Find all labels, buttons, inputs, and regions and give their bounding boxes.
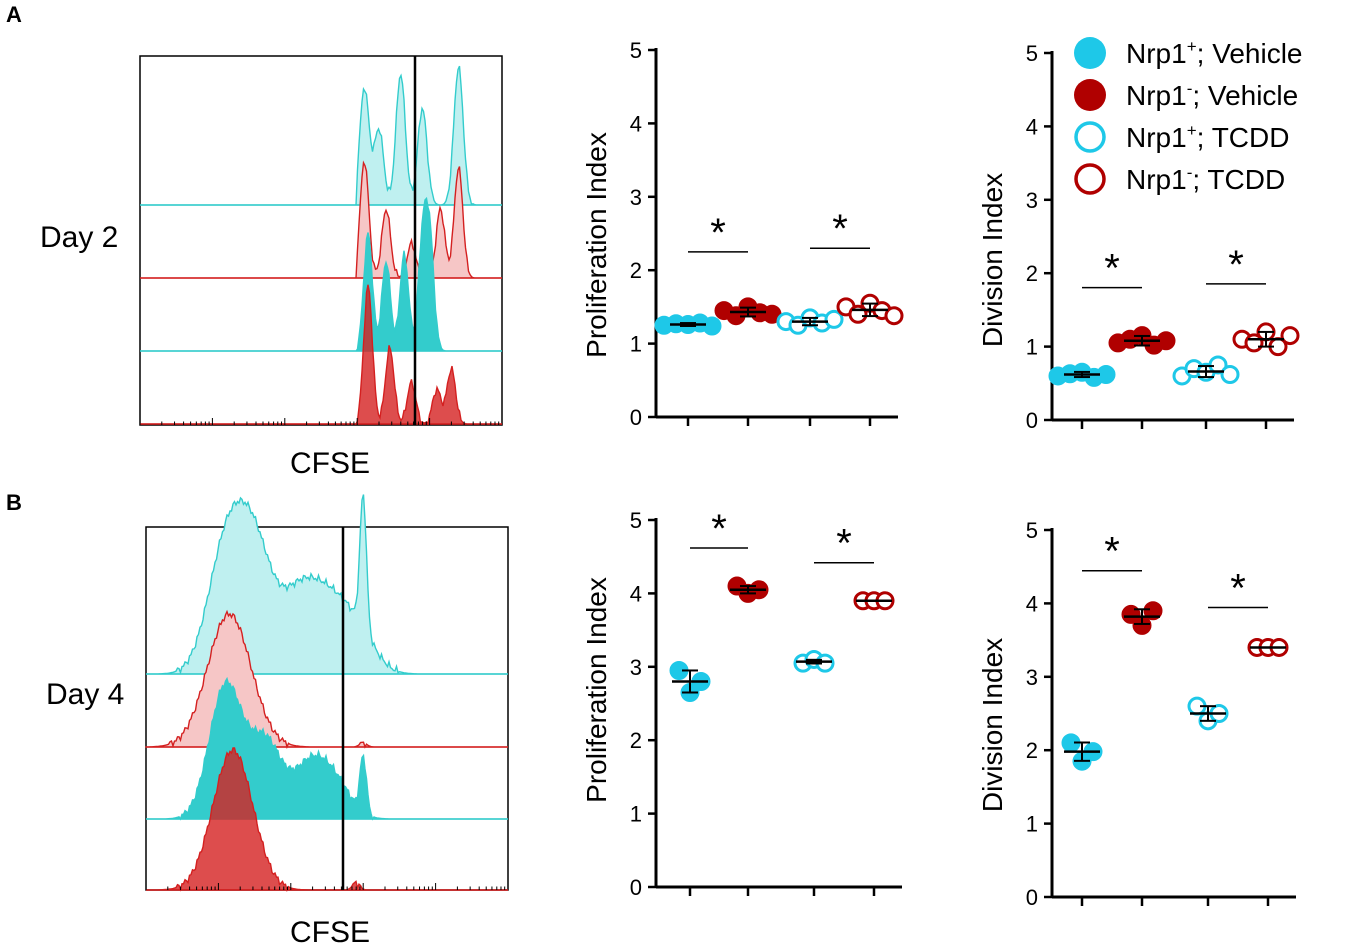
proliferation-index-chart-a: 0 1 2 3 4 5 Proliferation Index * * [581,38,904,430]
y-tick-label: 2 [1026,738,1038,763]
division-index-chart-b: 0 1 2 3 4 5 Division Index * * [977,518,1296,910]
significance-star: * [710,211,726,255]
histogram-x-label: CFSE [290,916,370,948]
y-tick-label: 3 [1026,188,1038,213]
y-tick-label: 2 [630,258,642,283]
y-axis-label: Division Index [977,638,1008,812]
significance-star: * [1228,243,1244,287]
legend-marker [1074,121,1106,153]
legend-label: Nrp1+; Vehicle [1126,37,1303,69]
significance-star: * [836,522,852,566]
histogram-trace [140,160,502,280]
y-tick-label: 3 [630,655,642,680]
division-index-chart-a: 0 1 2 3 4 5 Division Index * * [977,41,1300,433]
y-tick-label: 1 [630,332,642,357]
y-tick-label: 5 [1026,518,1038,543]
panel-label-a: A [6,2,22,27]
histogram-trace [140,284,502,426]
data-point [1280,326,1300,346]
y-tick-label: 4 [1026,591,1038,616]
y-tick-label: 4 [630,581,642,606]
significance-star: * [1104,530,1120,574]
data-point [1208,355,1228,375]
data-point [824,309,844,329]
histogram-frame [139,55,503,426]
data-point [1156,331,1176,351]
y-tick-label: 1 [630,802,642,827]
y-tick-label: 0 [1026,408,1038,433]
histogram-day-label: Day 2 [40,221,118,254]
y-tick-label: 1 [1026,335,1038,360]
histogram-day2: Day 2 CFSE [40,55,503,480]
y-tick-label: 5 [630,38,642,63]
legend-label: Nrp1-; TCDD [1126,163,1285,195]
legend-marker [1074,37,1106,69]
y-axis-label: Proliferation Index [581,577,612,803]
y-tick-label: 1 [1026,812,1038,837]
histogram-x-label: CFSE [290,447,370,480]
y-tick-label: 5 [1026,41,1038,66]
y-tick-label: 2 [630,728,642,753]
legend-marker [1074,163,1106,195]
y-tick-label: 4 [1026,114,1038,139]
significance-star: * [832,207,848,251]
data-point [702,316,722,336]
data-point [1143,601,1163,621]
y-tick-label: 0 [1026,885,1038,910]
y-tick-label: 4 [630,111,642,136]
y-tick-label: 2 [1026,261,1038,286]
legend-marker [1074,79,1106,111]
histogram-day-label: Day 4 [46,678,124,711]
proliferation-index-chart-b: 0 1 2 3 4 5 Proliferation Index * * [581,507,902,900]
legend: Nrp1+; Vehicle Nrp1-; Vehicle Nrp1+; TCDD N… [1074,37,1303,195]
data-point [1096,364,1116,384]
significance-star: * [1230,566,1246,610]
histogram-trace [146,494,508,675]
panel-label-b: B [6,490,22,515]
y-axis-label: Proliferation Index [581,132,612,358]
y-tick-label: 0 [630,405,642,430]
significance-star: * [1104,247,1120,291]
data-point [1220,364,1240,384]
legend-label: Nrp1-; Vehicle [1126,79,1298,111]
data-point [1121,604,1141,624]
histogram-day4: Day 4 CFSE [46,494,509,948]
y-tick-label: 3 [1026,665,1038,690]
y-axis-label: Division Index [977,173,1008,347]
y-tick-label: 3 [630,185,642,210]
y-tick-label: 0 [630,875,642,900]
y-tick-label: 5 [630,508,642,533]
significance-star: * [711,507,727,551]
data-point [884,306,904,326]
histogram-trace [140,65,502,206]
legend-label: Nrp1+; TCDD [1126,121,1289,153]
